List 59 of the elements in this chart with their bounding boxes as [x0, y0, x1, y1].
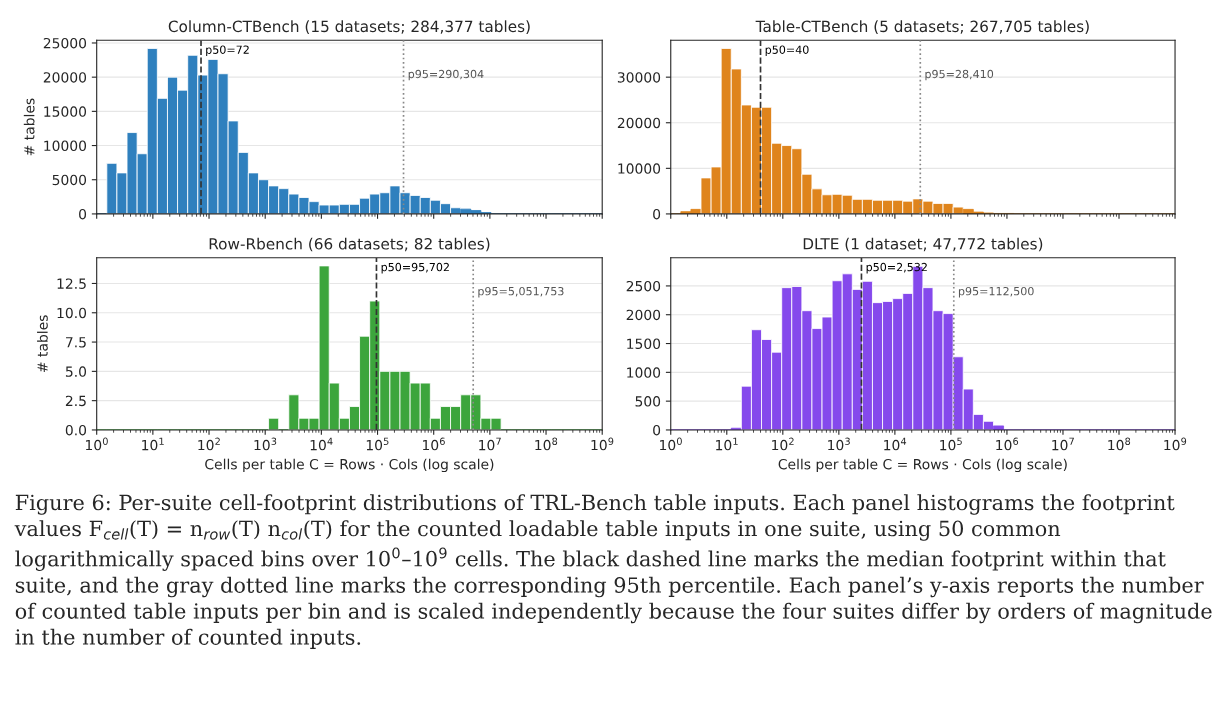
- x-tick-label: 10$^{1}$: [142, 437, 164, 451]
- chart-title: Row-Rbench (66 datasets; 82 tables): [209, 237, 490, 252]
- y-tick-label: 10000: [618, 163, 661, 174]
- x-tick-label: 10$^{7}$: [479, 437, 501, 451]
- ref-line-label: p50=40: [765, 45, 809, 57]
- y-axis-title: # tables: [23, 98, 35, 156]
- x-axis-title: Cells per table C = Rows · Cols (log scale): [205, 458, 494, 473]
- ref-line-label: p95=28,410: [925, 69, 994, 81]
- y-tick-label: 5000: [52, 174, 87, 186]
- y-axis-title: # tables: [37, 315, 48, 372]
- y-tick-label: 7.5: [66, 337, 86, 348]
- x-tick-label: 10$^{5}$: [940, 437, 962, 451]
- x-tick-label: 10$^{3}$: [828, 437, 850, 451]
- x-tick-label: 10$^{0}$: [86, 437, 108, 451]
- x-tick-label: 10$^{6}$: [996, 437, 1019, 451]
- x-tick-label: 10$^{9}$: [1164, 437, 1187, 451]
- y-tick-label: 500: [635, 396, 661, 407]
- chart-title: DLTE (1 dataset; 47,772 tables): [803, 237, 1043, 252]
- chart-title: Table-CTBench (5 datasets; 267,705 tables): [755, 20, 1089, 34]
- ref-line-label: p95=112,500: [958, 286, 1034, 298]
- y-tick-label: 25000: [43, 37, 87, 49]
- y-tick-label: 20000: [43, 72, 87, 83]
- y-tick-label: 12.5: [57, 278, 86, 289]
- y-tick-label: 1500: [627, 338, 661, 350]
- y-tick-label: 15000: [44, 106, 87, 117]
- ref-line-label: p95=290,304: [408, 69, 484, 81]
- y-tick-label: 20000: [617, 117, 661, 129]
- y-tick-label: 0: [653, 424, 661, 436]
- y-tick-label: 2.5: [65, 395, 86, 407]
- y-tick-label: 0: [79, 208, 87, 220]
- y-tick-label: 0.0: [65, 424, 87, 436]
- x-tick-label: 10$^{1}$: [716, 437, 738, 451]
- ref-line-label: p50=72: [206, 45, 249, 57]
- y-tick-label: 10000: [44, 140, 87, 152]
- x-tick-label: 10$^{2}$: [198, 437, 220, 451]
- chart-title: Column-CTBench (15 datasets; 284,377 tables): [168, 20, 530, 34]
- y-tick-label: 1000: [627, 367, 661, 378]
- y-tick-label: 2500: [626, 280, 661, 292]
- y-tick-label: 30000: [617, 72, 661, 83]
- x-tick-label: 10$^{7}$: [1052, 437, 1074, 451]
- x-axis-title: Cells per table C = Rows · Cols (log scale): [778, 458, 1067, 473]
- x-tick-label: 10$^{2}$: [772, 437, 794, 451]
- y-tick-label: 0: [653, 208, 661, 220]
- y-tick-label: 5.0: [65, 366, 87, 377]
- y-tick-label: 2000: [626, 309, 661, 321]
- ref-line-label: p50=2,532: [866, 262, 927, 274]
- y-tick-label: 10.0: [57, 307, 87, 319]
- text: Figure 6: Per-suite cell-footprint distributions of TRL-Bench table inputs. Each panel histograms the footprint values F$_{cell}$(T) = n$_{row}$(T) n$_{col}$(T) for the counted loadable table inputs in one suite, using 50 common logarithmically spaced bins over 10$^{0}$–10$^{9}$ cells. The black dashed line marks the median footprint within that suite, and the gray dotted line marks the corresponding 95th percentile. Each panel’s y-axis reports the number of counted table inputs per bin and is scaled independently because the four suites differ by orders of magnitude in the number of counted inputs.: [14, 494, 1212, 649]
- x-tick-label: 10$^{5}$: [366, 437, 389, 451]
- x-tick-label: 10$^{9}$: [591, 437, 614, 451]
- x-tick-label: 10$^{4}$: [884, 437, 907, 451]
- ref-line-label: p95=5,051,753: [478, 286, 564, 298]
- x-tick-label: 10$^{3}$: [254, 437, 277, 451]
- x-tick-label: 10$^{8}$: [1108, 437, 1131, 451]
- x-tick-label: 10$^{4}$: [310, 437, 333, 451]
- x-tick-label: 10$^{0}$: [660, 437, 682, 451]
- x-tick-label: 10$^{8}$: [535, 437, 558, 451]
- x-tick-label: 10$^{6}$: [423, 437, 445, 451]
- ref-line-label: p50=95,702: [381, 262, 449, 274]
